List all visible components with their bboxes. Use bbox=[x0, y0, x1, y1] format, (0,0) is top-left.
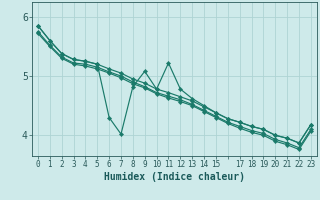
X-axis label: Humidex (Indice chaleur): Humidex (Indice chaleur) bbox=[104, 172, 245, 182]
